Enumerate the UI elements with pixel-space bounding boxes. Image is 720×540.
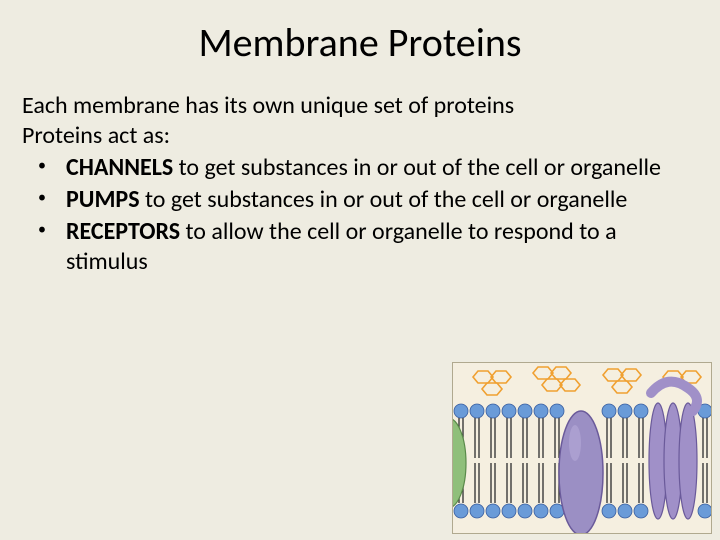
list-item: PUMPS to get substances in or out of the… xyxy=(36,185,690,215)
keyword: RECEPTORS xyxy=(66,217,180,246)
bullet-list: CHANNELS to get substances in or out of … xyxy=(22,153,690,277)
bullet-text: to get substances in or out of the cell … xyxy=(140,185,628,214)
content-block: Each membrane has its own unique set of … xyxy=(0,91,720,277)
membrane-illustration xyxy=(452,362,712,534)
keyword: PUMPS xyxy=(66,185,140,214)
page-title: Membrane Proteins xyxy=(0,0,720,91)
keyword: CHANNELS xyxy=(66,153,173,182)
intro-line-1: Each membrane has its own unique set of … xyxy=(22,91,690,121)
intro-line-2: Proteins act as: xyxy=(22,121,690,151)
list-item: CHANNELS to get substances in or out of … xyxy=(36,153,690,183)
list-item: RECEPTORS to allow the cell or organelle… xyxy=(36,217,690,277)
bullet-text: to get substances in or out of the cell … xyxy=(173,153,661,182)
